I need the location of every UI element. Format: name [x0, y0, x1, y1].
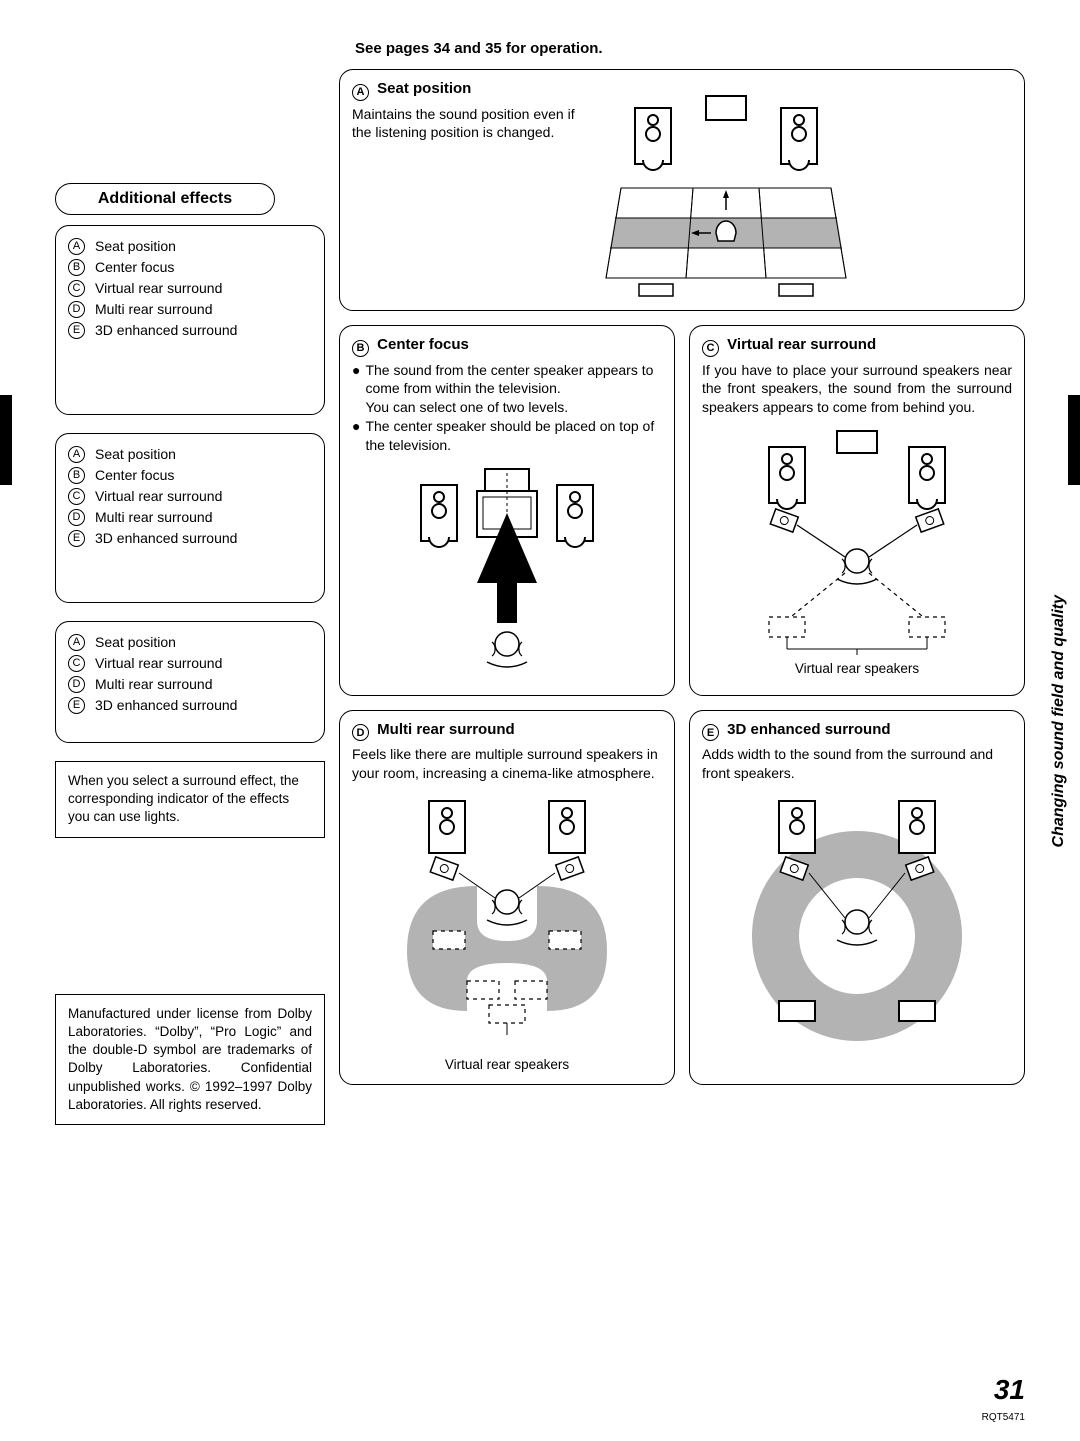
- virtual-rear-diagram: [702, 425, 1012, 655]
- additional-effects-group: Additional effects A Seat position B Center…: [55, 183, 325, 415]
- letter-badge: E: [68, 530, 85, 547]
- effects-list-box-2: A Seat position B Center focus C Virtual rear…: [55, 433, 325, 603]
- center-focus-diagram: [352, 463, 662, 683]
- letter-badge: D: [68, 676, 85, 693]
- letter-badge: C: [68, 280, 85, 297]
- letter-badge-c: C: [702, 340, 719, 357]
- effect-label: Center focus: [95, 257, 174, 278]
- section-seat-position: A Seat position Maintains the sound posi…: [339, 69, 1025, 311]
- effect-label: Multi rear surround: [95, 507, 213, 528]
- effect-list-item: E 3D enhanced surround: [68, 528, 312, 549]
- effect-label: 3D enhanced surround: [95, 695, 237, 716]
- effect-list-item: B Center focus: [68, 465, 312, 486]
- effect-label: Multi rear surround: [95, 674, 213, 695]
- effect-label: Multi rear surround: [95, 299, 213, 320]
- letter-badge: D: [68, 509, 85, 526]
- center-focus-b2: The center speaker should be placed on t…: [365, 417, 662, 455]
- effect-label: 3D enhanced surround: [95, 320, 237, 341]
- effect-list-item: D Multi rear surround: [68, 299, 312, 320]
- letter-badge: C: [68, 655, 85, 672]
- letter-badge: E: [68, 322, 85, 339]
- letter-badge: C: [68, 488, 85, 505]
- section-multi-rear: D Multi rear surround Feels like there a…: [339, 710, 675, 1085]
- seat-position-desc: Maintains the sound position even if the…: [352, 105, 587, 143]
- effect-list-item: E 3D enhanced surround: [68, 320, 312, 341]
- effect-label: Virtual rear surround: [95, 486, 222, 507]
- letter-badge: A: [68, 238, 85, 255]
- effect-label: Seat position: [95, 444, 176, 465]
- 3d-enhanced-title: 3D enhanced surround: [727, 721, 890, 738]
- letter-badge-e: E: [702, 724, 719, 741]
- effect-list-item: A Seat position: [68, 236, 312, 257]
- dolby-license-note: Manufactured under license from Dolby La…: [55, 994, 325, 1125]
- letter-badge-d: D: [352, 724, 369, 741]
- letter-badge: A: [68, 634, 85, 651]
- letter-badge-a: A: [352, 84, 369, 101]
- multi-rear-diagram: [352, 791, 662, 1051]
- multi-rear-title: Multi rear surround: [377, 721, 515, 738]
- multi-rear-caption: Virtual rear speakers: [352, 1057, 662, 1072]
- effect-label: Virtual rear surround: [95, 278, 222, 299]
- multi-rear-desc: Feels like there are multiple surround s…: [352, 745, 662, 783]
- effects-list-box-1: A Seat position B Center focus C Virtual rear…: [55, 225, 325, 415]
- section-side-tab: Changing sound field and quality: [1050, 595, 1068, 847]
- effect-list-item: E 3D enhanced surround: [68, 695, 312, 716]
- document-code: RQT5471: [982, 1412, 1025, 1423]
- virtual-rear-title: Virtual rear surround: [727, 336, 876, 353]
- operation-note: See pages 34 and 35 for operation.: [355, 40, 1025, 57]
- effect-list-item: C Virtual rear surround: [68, 486, 312, 507]
- letter-badge: A: [68, 446, 85, 463]
- effect-label: 3D enhanced surround: [95, 528, 237, 549]
- effect-label: Center focus: [95, 465, 174, 486]
- letter-badge: B: [68, 467, 85, 484]
- effect-list-item: D Multi rear surround: [68, 674, 312, 695]
- effect-list-item: C Virtual rear surround: [68, 653, 312, 674]
- center-focus-b1: The sound from the center speaker appear…: [365, 362, 653, 397]
- effect-label: Seat position: [95, 632, 176, 653]
- effect-list-item: A Seat position: [68, 444, 312, 465]
- manual-page: See pages 34 and 35 for operation. Addit…: [0, 0, 1080, 1441]
- effects-list-box-3: A Seat position C Virtual rear surround D Mul…: [55, 621, 325, 743]
- seat-position-title: Seat position: [377, 80, 471, 97]
- seat-position-diagram: [601, 88, 851, 298]
- page-number: 31: [994, 1374, 1025, 1406]
- indicator-note: When you select a surround effect, the c…: [55, 761, 325, 838]
- section-center-focus: B Center focus ●The sound from the cente…: [339, 325, 675, 696]
- effect-list-item: D Multi rear surround: [68, 507, 312, 528]
- virtual-rear-desc: If you have to place your surround speak…: [702, 361, 1012, 418]
- letter-badge: E: [68, 697, 85, 714]
- center-focus-b1b: You can select one of two levels.: [365, 399, 568, 415]
- letter-badge: B: [68, 259, 85, 276]
- effect-label: Seat position: [95, 236, 176, 257]
- section-3d-enhanced: E 3D enhanced surround Adds width to the…: [689, 710, 1025, 1085]
- section-virtual-rear: C Virtual rear surround If you have to p…: [689, 325, 1025, 696]
- effect-label: Virtual rear surround: [95, 653, 222, 674]
- virtual-rear-caption: Virtual rear speakers: [702, 661, 1012, 676]
- letter-badge-b: B: [352, 340, 369, 357]
- letter-badge: D: [68, 301, 85, 318]
- center-focus-title: Center focus: [377, 336, 469, 353]
- 3d-enhanced-diagram: [702, 791, 1012, 1051]
- additional-effects-header: Additional effects: [55, 183, 275, 215]
- effect-list-item: A Seat position: [68, 632, 312, 653]
- effect-list-item: C Virtual rear surround: [68, 278, 312, 299]
- 3d-enhanced-desc: Adds width to the sound from the surroun…: [702, 745, 1012, 783]
- effect-list-item: B Center focus: [68, 257, 312, 278]
